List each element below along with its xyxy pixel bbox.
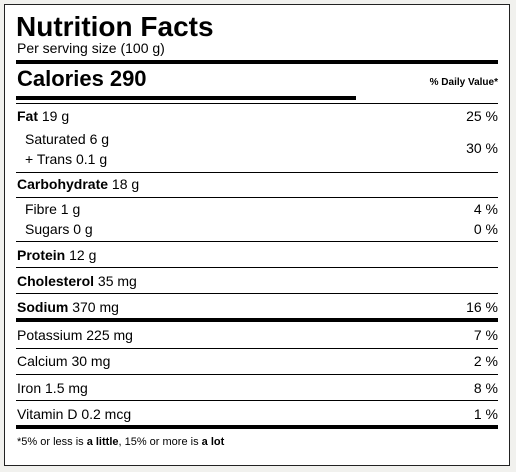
divider <box>16 400 498 401</box>
protein-name: Protein <box>17 247 66 263</box>
divider <box>16 241 498 242</box>
trans-name: + Trans 0.1 g <box>25 151 108 167</box>
divider <box>16 103 498 104</box>
daily-value-header: % Daily Value* <box>429 77 498 88</box>
divider <box>16 293 498 294</box>
iron-pct: 8 % <box>473 380 498 396</box>
protein-amount: 12 g <box>69 247 97 263</box>
label-title: Nutrition Facts <box>16 11 214 42</box>
sugars-pct: 0 % <box>473 221 498 237</box>
divider <box>16 348 498 349</box>
iron-name: Iron 1.5 mg <box>17 380 88 396</box>
footnote-part2: , 15% or more is <box>118 436 202 448</box>
vitamin-d-pct: 1 % <box>473 406 498 422</box>
fat-name: Fat <box>17 108 38 124</box>
sodium-pct: 16 % <box>466 299 498 315</box>
vitamin-d-name: Vitamin D 0.2 mcg <box>17 406 132 422</box>
divider <box>16 267 498 268</box>
potassium-name: Potassium 225 mg <box>17 327 133 343</box>
fibre-pct: 4 % <box>473 201 498 217</box>
saturated-name: Saturated 6 g <box>25 131 110 147</box>
serving-size: Per serving size (100 g) <box>17 40 165 56</box>
fibre-name: Fibre 1 g <box>25 201 81 217</box>
bottom-thick-rule <box>16 425 498 429</box>
sodium-name: Sodium <box>17 299 69 315</box>
carbohydrate-amount: 18 g <box>111 176 140 192</box>
divider <box>16 197 498 198</box>
calcium-pct: 2 % <box>473 353 498 369</box>
calories-row: Calories 290 <box>17 66 147 92</box>
footnote-bold2: a lot <box>201 436 225 448</box>
calories-label: Calories <box>17 66 104 91</box>
footnote: *5% or less is a little, 15% or more is … <box>17 435 224 449</box>
divider <box>16 374 498 375</box>
sugars-name: Sugars 0 g <box>25 221 93 237</box>
potassium-pct: 7 % <box>473 327 498 343</box>
footnote-part1: *5% or less is <box>17 436 87 448</box>
divider <box>16 172 498 173</box>
carbohydrate-name: Carbohydrate <box>17 176 109 192</box>
thick-divider <box>16 318 498 322</box>
footnote-bold1: a little <box>86 436 119 448</box>
cholesterol-name: Cholesterol <box>17 273 95 289</box>
nutrition-facts-panel: Nutrition Facts Per serving size (100 g)… <box>4 4 510 466</box>
calories-value: 290 <box>109 66 147 91</box>
fat-pct: 25 % <box>466 108 498 124</box>
calcium-name: Calcium 30 mg <box>17 353 111 369</box>
fat-amount: 19 g <box>41 108 70 124</box>
sat-trans-pct: 30 % <box>466 140 498 156</box>
calories-rule <box>16 96 356 100</box>
cholesterol-amount: 35 mg <box>97 273 137 289</box>
top-thick-rule <box>16 60 498 64</box>
sodium-amount: 370 mg <box>72 299 119 315</box>
